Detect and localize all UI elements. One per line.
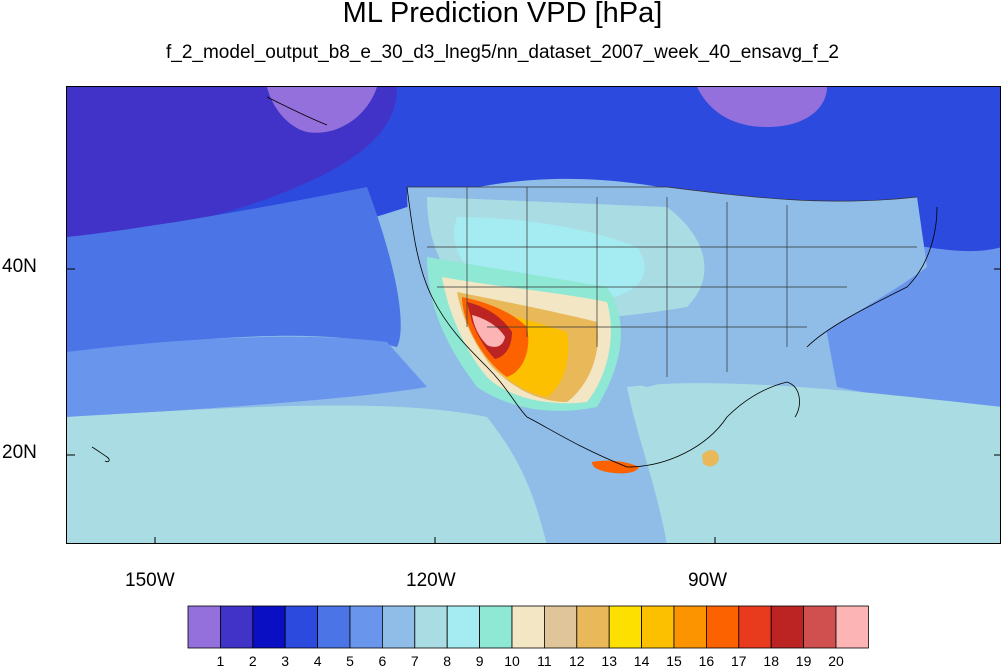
colorbar-box <box>219 605 254 649</box>
lon-label-90w: 90W <box>688 570 728 591</box>
colorbar-box <box>608 605 643 649</box>
frame-ticks <box>67 268 1000 543</box>
colorbar-box <box>835 605 869 649</box>
colorbar-labels: 1 2 3 4 5 6 7 8 9 10 11 12 13 14 15 16 17 18 19 20 <box>217 653 844 669</box>
colorbar-box <box>414 605 448 649</box>
colorbar-label: 5 <box>346 653 354 669</box>
southwest-20 <box>472 315 505 347</box>
colorbar-label: 6 <box>379 653 387 669</box>
colorbar-label: 10 <box>504 653 520 669</box>
colorbar-boxes <box>187 605 869 649</box>
mexico-hot-spot <box>592 460 639 474</box>
colorbar-label: 2 <box>249 653 257 669</box>
colorbar-box <box>187 605 221 649</box>
colorbar-label: 3 <box>281 653 289 669</box>
state-boundaries <box>407 186 918 377</box>
colorbar-label: 18 <box>763 653 779 669</box>
colorbar-box <box>641 605 675 649</box>
colorbar-box <box>803 605 837 649</box>
colorbar-box <box>284 605 319 649</box>
colorbar-box <box>381 605 416 649</box>
band-south-pacific <box>67 405 547 543</box>
colorbar-label: 13 <box>601 653 617 669</box>
colorbar-box <box>673 605 707 649</box>
band-mid-pacific <box>67 187 401 352</box>
colorbar-label: 19 <box>796 653 812 669</box>
colorbar-box <box>770 605 805 649</box>
mexico-warm <box>702 450 719 467</box>
coastlines <box>91 96 938 468</box>
colorbar-box <box>544 605 578 649</box>
band-nw-pacific <box>267 87 377 133</box>
chart-title: ML Prediction VPD [hPa] <box>342 0 663 29</box>
colorbar-label: 11 <box>537 653 552 669</box>
band-arctic <box>697 87 827 127</box>
band-gulf <box>627 383 1000 543</box>
colorbar-label: 8 <box>443 653 451 669</box>
map-plot <box>66 86 1001 544</box>
colorbar-box <box>317 605 351 649</box>
colorbar-box <box>706 605 740 649</box>
colorbar-box <box>479 605 513 649</box>
lat-label-20n: 20N <box>2 442 37 463</box>
colorbar-label: 4 <box>314 653 322 669</box>
colorbar-box <box>738 605 772 649</box>
lon-label-150w: 150W <box>125 570 175 591</box>
chart-subtitle: f_2_model_output_b8_e_30_d3_lneg5/nn_dat… <box>166 42 839 63</box>
lat-label-40n: 40N <box>2 256 37 277</box>
colorbar-label: 17 <box>731 653 747 669</box>
colorbar-box <box>252 605 286 649</box>
vpd-map <box>67 87 1000 543</box>
colorbar-box <box>446 605 481 649</box>
colorbar-box <box>576 605 610 649</box>
colorbar-label: 20 <box>828 653 844 669</box>
lon-label-120w: 120W <box>406 570 456 591</box>
colorbar-box <box>349 605 383 649</box>
colorbar-label: 16 <box>699 653 715 669</box>
colorbar-label: 12 <box>569 653 585 669</box>
colorbar-box <box>511 605 545 649</box>
colorbar: 1 2 3 4 5 6 7 8 9 10 11 12 13 14 15 16 17 18 19 20 <box>187 605 869 669</box>
colorbar-label: 9 <box>476 653 484 669</box>
band-pacific-6 <box>67 336 427 417</box>
colorbar-label: 15 <box>666 653 682 669</box>
colorbar-label: 14 <box>634 653 650 669</box>
colorbar-label: 7 <box>411 653 419 669</box>
colorbar-label: 1 <box>217 653 225 669</box>
